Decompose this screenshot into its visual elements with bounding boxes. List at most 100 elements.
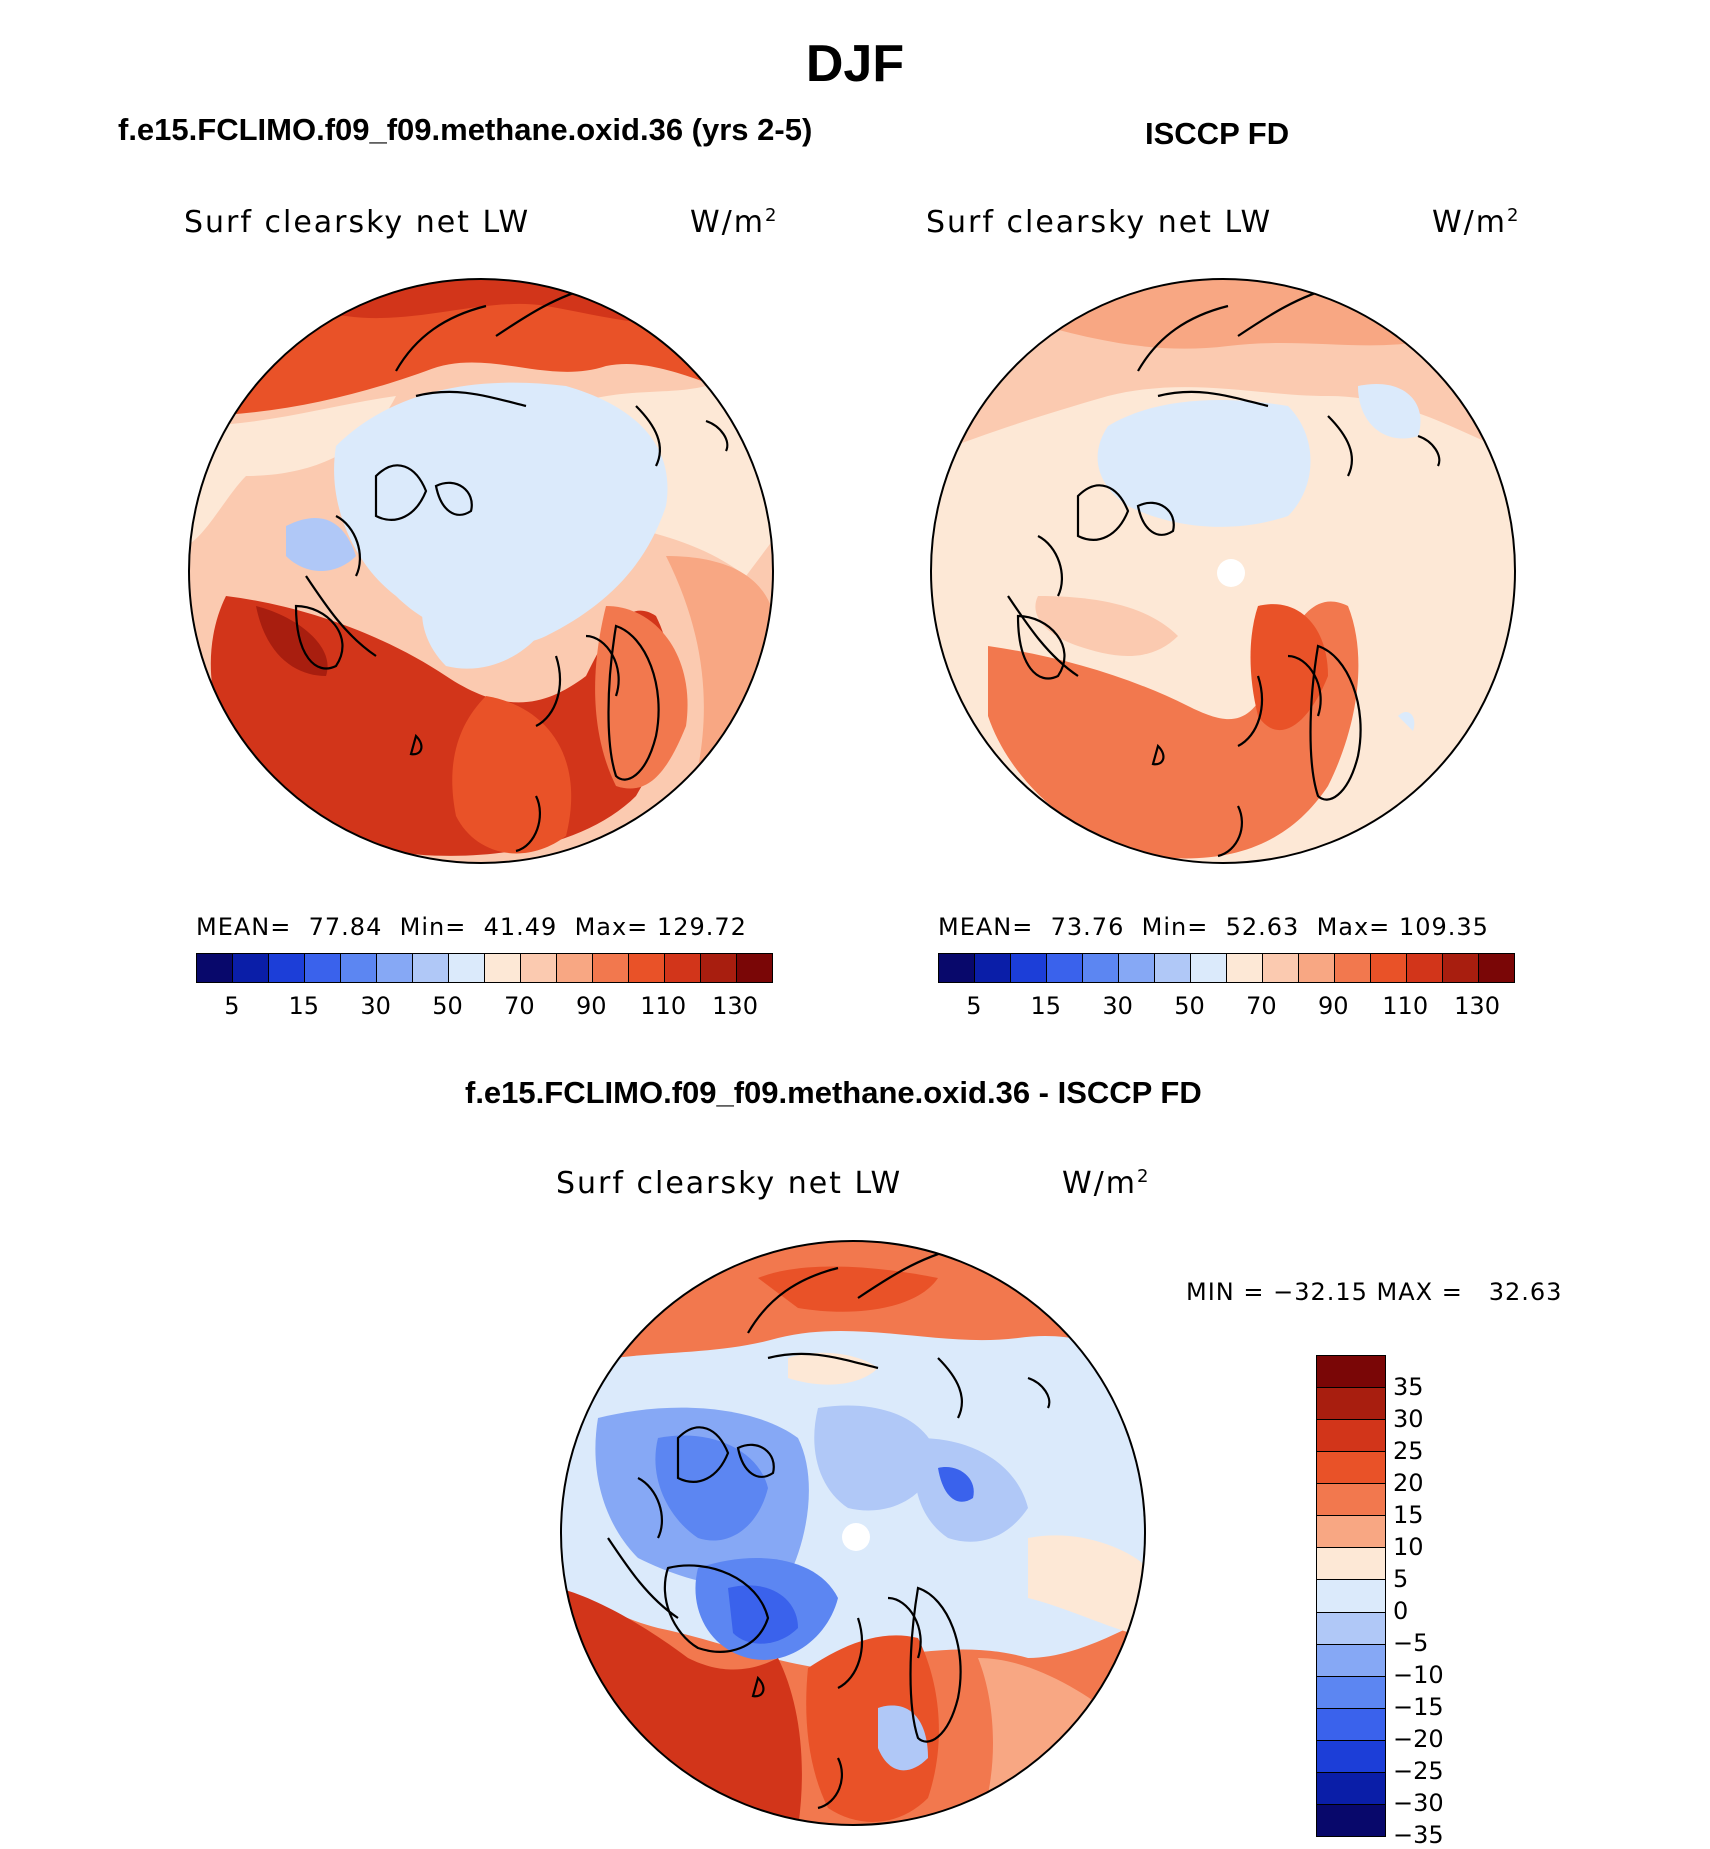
diff-colorbar-swatch bbox=[1317, 1548, 1385, 1581]
panel1-colorbar-swatch bbox=[665, 954, 701, 982]
panel2-colorbar-swatch bbox=[1263, 954, 1299, 982]
panel1-stats: MEAN= 77.84 Min= 41.49 Max= 129.72 bbox=[196, 913, 747, 941]
panel1-colorbar-tick-label: 30 bbox=[360, 992, 391, 1020]
diff-case-title: f.e15.FCLIMO.f09_f09.methane.oxid.36 - I… bbox=[465, 1075, 1202, 1110]
diff-colorbar-tick-label: −20 bbox=[1393, 1725, 1444, 1753]
panel2-colorbar-labels: 5 15 30 50 70 90 110 130 bbox=[938, 992, 1513, 1022]
panel1-colorbar-swatch bbox=[413, 954, 449, 982]
diff-colorbar-tick-label: −35 bbox=[1393, 1821, 1444, 1849]
panel1-colorbar-swatch bbox=[269, 954, 305, 982]
panel2-colorbar-swatch bbox=[939, 954, 975, 982]
diff-colorbar-tick-label: 30 bbox=[1393, 1405, 1424, 1433]
diff-colorbar-tick-label: −25 bbox=[1393, 1757, 1444, 1785]
panel2-colorbar-swatch bbox=[1227, 954, 1263, 982]
panel1-colorbar-tick-label: 90 bbox=[576, 992, 607, 1020]
panel1-colorbar bbox=[196, 953, 773, 983]
diff-colorbar-tick-label: 15 bbox=[1393, 1501, 1424, 1529]
panel2-case-title: ISCCP FD bbox=[1145, 116, 1290, 151]
diff-colorbar-swatch bbox=[1317, 1484, 1385, 1517]
panel2-colorbar-tick-label: 5 bbox=[966, 992, 982, 1020]
panel2-colorbar-swatch bbox=[1299, 954, 1335, 982]
panel2-colorbar-tick-label: 50 bbox=[1174, 992, 1205, 1020]
diff-field-label: Surf clearsky net LW bbox=[556, 1166, 903, 1201]
diff-colorbar-tick-label: 10 bbox=[1393, 1533, 1424, 1561]
panel1-case-title: f.e15.FCLIMO.f09_f09.methane.oxid.36 (yr… bbox=[118, 112, 813, 147]
diff-colorbar-swatch bbox=[1317, 1452, 1385, 1485]
panel1-colorbar-swatch bbox=[197, 954, 233, 982]
panel2-field-label: Surf clearsky net LW bbox=[926, 205, 1273, 240]
panel2-colorbar-swatch bbox=[1083, 954, 1119, 982]
panel1-colorbar-tick-label: 70 bbox=[504, 992, 535, 1020]
panel2-colorbar-swatch bbox=[1119, 954, 1155, 982]
diff-colorbar-swatch bbox=[1317, 1740, 1385, 1773]
panel2-colorbar-swatch bbox=[1011, 954, 1047, 982]
panel1-colorbar-swatch bbox=[701, 954, 737, 982]
panel2-colorbar-swatch bbox=[1335, 954, 1371, 982]
diff-colorbar-swatch bbox=[1317, 1516, 1385, 1549]
diff-colorbar-tick-label: 20 bbox=[1393, 1469, 1424, 1497]
panel1-colorbar-tick-label: 110 bbox=[640, 992, 687, 1020]
diff-colorbar-tick-label: 0 bbox=[1393, 1597, 1409, 1625]
panel1-colorbar-tick-label: 50 bbox=[432, 992, 463, 1020]
panel2-colorbar-tick-label: 70 bbox=[1246, 992, 1277, 1020]
figure-title: DJF bbox=[805, 35, 905, 93]
diff-colorbar-tick-label: 35 bbox=[1393, 1373, 1424, 1401]
diff-colorbar-swatch bbox=[1317, 1708, 1385, 1741]
panel1-colorbar-tick-label: 5 bbox=[224, 992, 240, 1020]
panel2-colorbar-swatch bbox=[1191, 954, 1227, 982]
panel1-colorbar-swatch bbox=[737, 954, 772, 982]
panel2-polar-map bbox=[930, 278, 1516, 864]
diff-colorbar-swatch bbox=[1317, 1772, 1385, 1805]
panel1-colorbar-swatch bbox=[485, 954, 521, 982]
panel2-colorbar-swatch bbox=[1407, 954, 1443, 982]
panel1-colorbar-tick-label: 15 bbox=[288, 992, 320, 1020]
panel1-colorbar-swatch bbox=[377, 954, 413, 982]
diff-colorbar-swatch bbox=[1317, 1388, 1385, 1421]
panel2-colorbar-tick-label: 90 bbox=[1318, 992, 1349, 1020]
diff-colorbar-tick-label: −15 bbox=[1393, 1693, 1444, 1721]
diff-colorbar-tick-label: −5 bbox=[1393, 1629, 1429, 1657]
panel2-colorbar-swatch bbox=[1479, 954, 1514, 982]
panel1-colorbar-swatch bbox=[305, 954, 341, 982]
diff-colorbar-labels: 35 30 25 20 15 10 5 0 −5 −10 −15 −20 −25 −30 −35 bbox=[1393, 1355, 1513, 1849]
panel2-stats: MEAN= 73.76 Min= 52.63 Max= 109.35 bbox=[938, 913, 1489, 941]
panel1-colorbar-swatch bbox=[341, 954, 377, 982]
panel2-colorbar-swatch bbox=[1371, 954, 1407, 982]
diff-colorbar-swatch bbox=[1317, 1804, 1385, 1836]
diff-units: W/m2 bbox=[1062, 1166, 1151, 1201]
panel2-colorbar-tick-label: 110 bbox=[1382, 992, 1429, 1020]
diff-colorbar-tick-label: 5 bbox=[1393, 1565, 1409, 1593]
diff-colorbar-tick-label: 25 bbox=[1393, 1437, 1424, 1465]
panel1-field-label: Surf clearsky net LW bbox=[184, 205, 531, 240]
panel2-colorbar-swatch bbox=[1155, 954, 1191, 982]
diff-colorbar-swatch bbox=[1317, 1356, 1385, 1389]
diff-colorbar-swatch bbox=[1317, 1676, 1385, 1709]
panel2-units: W/m2 bbox=[1432, 205, 1521, 240]
diff-colorbar-swatch bbox=[1317, 1420, 1385, 1453]
panel2-colorbar-tick-label: 130 bbox=[1454, 992, 1500, 1020]
panel2-colorbar-swatch bbox=[975, 954, 1011, 982]
panel1-colorbar-tick-label: 130 bbox=[712, 992, 758, 1020]
panel2-colorbar-swatch bbox=[1047, 954, 1083, 982]
panel1-polar-map bbox=[188, 278, 774, 864]
panel1-colorbar-swatch bbox=[629, 954, 665, 982]
panel1-colorbar-swatch bbox=[449, 954, 485, 982]
panel1-units: W/m2 bbox=[690, 205, 779, 240]
diff-colorbar-swatch bbox=[1317, 1644, 1385, 1677]
panel1-colorbar-swatch bbox=[557, 954, 593, 982]
diff-colorbar-swatch bbox=[1317, 1612, 1385, 1645]
panel2-colorbar-tick-label: 15 bbox=[1030, 992, 1062, 1020]
diff-stats: MIN = −32.15 MAX = 32.63 bbox=[1186, 1278, 1563, 1306]
diff-polar-map bbox=[560, 1240, 1146, 1826]
diff-colorbar-tick-label: −10 bbox=[1393, 1661, 1444, 1689]
panel1-colorbar-labels: 5 15 30 50 70 90 110 130 bbox=[196, 992, 771, 1022]
diff-colorbar bbox=[1316, 1355, 1386, 1837]
diff-colorbar-swatch bbox=[1317, 1580, 1385, 1613]
panel1-colorbar-swatch bbox=[521, 954, 557, 982]
panel1-colorbar-swatch bbox=[233, 954, 269, 982]
panel2-colorbar-tick-label: 30 bbox=[1102, 992, 1133, 1020]
panel2-colorbar bbox=[938, 953, 1515, 983]
panel2-colorbar-swatch bbox=[1443, 954, 1479, 982]
diff-colorbar-tick-label: −30 bbox=[1393, 1789, 1444, 1817]
panel1-colorbar-swatch bbox=[593, 954, 629, 982]
